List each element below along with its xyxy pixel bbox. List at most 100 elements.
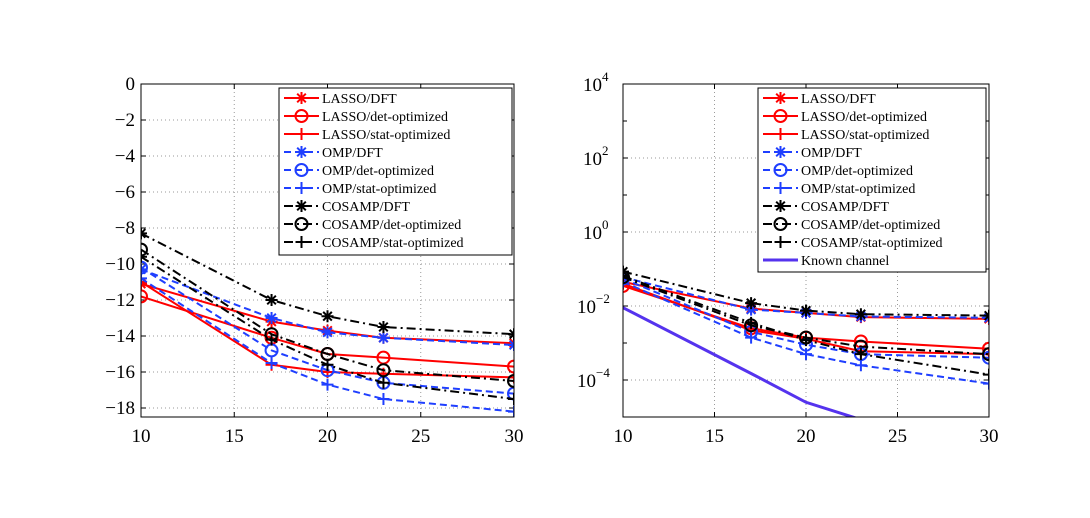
series-cosamp-stat-optimized <box>141 250 514 405</box>
data-point <box>321 310 334 323</box>
series-known-channel <box>623 306 858 417</box>
data-point <box>265 333 278 346</box>
data-point <box>800 334 812 347</box>
y-tick-label: 0 <box>126 74 136 95</box>
series-line <box>141 248 514 382</box>
data-point <box>321 378 334 391</box>
series-line <box>623 306 858 417</box>
y-tick-label: 100 <box>583 217 609 244</box>
left-legend-label: LASSO/DFT <box>322 92 397 107</box>
legend-marker <box>774 236 787 248</box>
x-tick-label: 15 <box>705 426 724 447</box>
data-point <box>745 331 758 344</box>
data-point <box>745 297 758 310</box>
series-cosamp-stat-optimized <box>623 269 989 381</box>
x-tick-label: 20 <box>318 426 337 447</box>
y-tick-label: −2 <box>115 110 135 131</box>
series-line <box>623 280 989 385</box>
x-tick-label: 25 <box>411 426 430 447</box>
data-point <box>854 308 867 321</box>
left-legend-label: COSAMP/stat-optimized <box>322 236 464 251</box>
right-legend-label: COSAMP/stat-optimized <box>801 236 943 251</box>
series-line <box>623 270 989 317</box>
data-point <box>321 358 334 371</box>
x-tick-label: 10 <box>132 426 151 447</box>
left-y-tick-labels: 0 −2 −4 −6 −8 −10 −12 −14 −16 −18 <box>105 74 135 419</box>
data-point <box>800 348 812 361</box>
data-point <box>982 341 989 356</box>
series-cosamp-dft <box>623 265 989 322</box>
legend-marker <box>774 182 787 194</box>
left-legend-label: COSAMP/det-optimized <box>322 218 461 233</box>
legend-marker <box>774 146 787 158</box>
data-point <box>377 376 390 389</box>
series-omp-dft <box>141 263 514 351</box>
data-point <box>507 374 514 388</box>
y-tick-label: 10−4 <box>577 365 610 392</box>
left-legend-label: LASSO/stat-optimized <box>322 128 450 143</box>
data-point <box>377 393 390 405</box>
legend-marker <box>295 146 308 158</box>
x-tick-label: 30 <box>980 426 999 447</box>
x-tick-label: 10 <box>614 426 633 447</box>
data-point <box>508 405 514 417</box>
data-point <box>983 368 989 381</box>
data-point <box>141 272 147 285</box>
data-point <box>265 357 278 369</box>
left-x-tick-labels: 10 15 20 25 30 <box>132 426 524 447</box>
legend-marker <box>774 200 787 212</box>
right-x-tick-labels: 10 15 20 25 30 <box>614 426 999 447</box>
y-tick-label: −4 <box>115 146 136 167</box>
y-tick-label: 10−2 <box>577 291 610 318</box>
legend-marker <box>774 92 787 104</box>
legend-marker <box>774 128 787 140</box>
legend-marker <box>295 92 308 104</box>
left-legend-label: COSAMP/DFT <box>322 200 410 215</box>
data-point <box>507 359 514 374</box>
legend-marker <box>294 109 309 123</box>
data-point <box>376 363 391 378</box>
legend-marker <box>295 128 308 140</box>
right-legend-label: OMP/DFT <box>801 146 862 161</box>
data-point <box>854 348 867 361</box>
data-point <box>377 331 390 344</box>
data-point <box>265 312 278 324</box>
data-point <box>141 289 148 304</box>
right-legend-label: COSAMP/det-optimized <box>801 218 940 233</box>
data-point <box>321 326 334 339</box>
data-point <box>507 386 514 401</box>
right-legend-label: OMP/det-optimized <box>801 164 913 179</box>
data-point <box>141 260 148 275</box>
y-tick-label: −6 <box>115 182 135 203</box>
legend-marker <box>295 236 308 248</box>
left-legend: LASSO/DFT LASSO/det-optimized LASSO/stat… <box>278 87 513 256</box>
left-legend-label: OMP/DFT <box>322 146 383 161</box>
right-legend-label: LASSO/DFT <box>801 92 876 107</box>
series-omp-stat-optimized <box>141 272 514 417</box>
legend-marker <box>294 163 309 177</box>
data-point <box>508 393 514 405</box>
y-tick-label: −18 <box>105 398 135 419</box>
right-chart: 10 15 20 25 30 104 102 100 10−2 10−4 LASSO/D… <box>577 69 999 447</box>
data-point <box>377 321 390 333</box>
right-legend-label: LASSO/stat-optimized <box>801 128 929 143</box>
data-point <box>800 304 812 317</box>
right-legend: LASSO/DFT LASSO/det-optimized LASSO/stat… <box>757 87 987 273</box>
legend-marker <box>773 163 788 177</box>
right-axes-frame <box>622 83 990 418</box>
data-point <box>623 269 629 282</box>
left-legend-label: LASSO/det-optimized <box>322 110 448 125</box>
left-series <box>141 227 514 417</box>
legend-marker <box>773 109 788 123</box>
y-tick-label: −10 <box>105 254 135 275</box>
x-tick-label: 20 <box>797 426 816 447</box>
right-series <box>623 265 989 417</box>
legend-marker <box>294 217 309 231</box>
x-tick-label: 30 <box>505 426 524 447</box>
right-legend-label: OMP/stat-optimized <box>801 182 915 197</box>
x-tick-label: 15 <box>225 426 244 447</box>
data-point <box>745 303 758 316</box>
data-point <box>983 377 989 390</box>
left-chart: 10 15 20 25 30 0 −2 −4 −6 −8 −10 −12 −14 −16 −18 LASS… <box>105 74 523 447</box>
